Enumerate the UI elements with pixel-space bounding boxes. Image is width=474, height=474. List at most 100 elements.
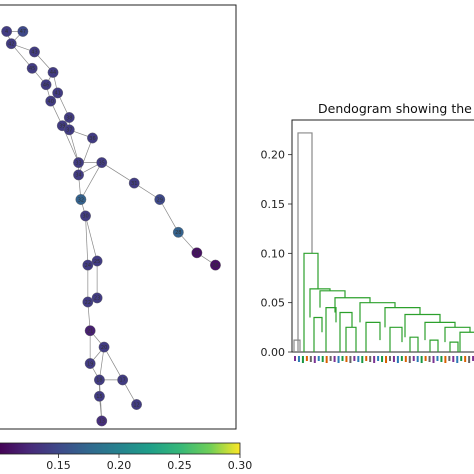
colorbar: 0.15 0.20 0.25 0.30 <box>0 442 252 472</box>
network-node: 20 <box>98 341 110 353</box>
network-edge <box>159 199 179 233</box>
network-node: 31 <box>128 177 140 189</box>
dendrogram-link <box>339 311 353 352</box>
network-node-label: 27 <box>194 251 200 257</box>
dendrogram-leaf-mark <box>388 356 391 361</box>
dendrogram-leaf-mark <box>416 356 419 362</box>
colorbar-gradient <box>0 442 241 455</box>
dendrogram-link <box>429 339 439 352</box>
network-node-label: 22 <box>85 300 91 306</box>
dendrogram-leaf-mark <box>373 356 376 363</box>
dendrogram-leaf-mark <box>436 356 439 361</box>
network-node: 43 <box>29 46 40 58</box>
dendrogram-title: Dendogram showing the <box>318 101 472 116</box>
network-node-circle <box>210 259 221 271</box>
network-node: 44 <box>47 67 59 78</box>
dendrogram-link <box>444 326 471 343</box>
colorbar-ticks: 0.15 0.20 0.25 0.30 <box>46 454 252 472</box>
network-node-circle <box>117 374 129 386</box>
dendrogram-leaf-mark <box>337 356 340 363</box>
dendrogram-leaf-mark <box>325 356 328 363</box>
network-node-circle <box>87 132 98 144</box>
dendrogram-link <box>319 290 346 308</box>
network-node-circle <box>91 255 103 267</box>
dendrogram-leaf-mark <box>377 356 380 361</box>
dendrogram-link <box>303 252 319 352</box>
network-node-label: 35 <box>99 160 105 166</box>
network-node: 4 <box>1 26 13 37</box>
network-node-label: 21 <box>87 329 93 335</box>
network-node: 46 <box>40 79 52 91</box>
dendrogram-leaf-mark <box>349 356 352 363</box>
network-node-circle <box>75 194 87 205</box>
dendrogram-leaf-mark <box>404 356 407 362</box>
dendrogram-leaf-mark <box>333 356 336 362</box>
network-node: 30 <box>80 210 91 222</box>
network-node-label: 26 <box>212 263 218 269</box>
network-node-label: 31 <box>131 181 137 187</box>
dendrogram-leaf-mark <box>400 356 403 361</box>
dendrogram-leaf-mark <box>408 356 411 363</box>
network-node-label: 18 <box>96 378 102 384</box>
network-node: 28 <box>172 226 184 238</box>
network-node-circle <box>82 259 94 271</box>
dendrogram-leaf-mark <box>424 356 427 361</box>
network-edge <box>101 162 135 184</box>
network-node-label: 25 <box>94 259 100 265</box>
network-node: 12 <box>131 399 142 410</box>
dendrogram-leaf-mark <box>369 356 372 362</box>
network-node-label: 37 <box>66 128 72 134</box>
network-node-label: 39 <box>59 124 65 130</box>
network-node-label: 17 <box>119 378 125 384</box>
network-node: 23 <box>91 292 103 304</box>
dendrogram-y-ticks: 0.00 0.05 0.10 0.15 0.20 <box>261 149 292 359</box>
network-node-circle <box>40 79 52 91</box>
dendrogram-leaf-mark <box>464 356 467 362</box>
network-node: 45 <box>26 62 38 74</box>
network-node-circle <box>94 390 105 402</box>
network-node-label: 43 <box>31 50 37 56</box>
dendrogram-leaf-mark <box>305 356 308 361</box>
dendrogram-leaf-mark <box>381 356 384 362</box>
network-node-circle <box>73 157 84 169</box>
dendrogram-y-tick-label: 0.20 <box>261 149 286 162</box>
network-node-label: 4 <box>5 29 8 35</box>
network-node: 13 <box>96 415 108 427</box>
dendrogram-leaf-mark <box>309 356 312 362</box>
network-axes-frame <box>0 4 237 430</box>
network-node-label: 36 <box>89 136 95 142</box>
network-edge <box>80 162 103 200</box>
network-node-label: 19 <box>87 361 93 367</box>
network-node-circle <box>29 46 40 58</box>
dendrogram-link <box>365 321 381 352</box>
dendrogram-leaf-mark <box>396 356 399 363</box>
network-node-circle <box>84 358 96 369</box>
network-node-label: 29 <box>157 197 163 203</box>
network-node-label: 24 <box>85 263 91 269</box>
network-node: 42 <box>5 38 17 50</box>
network-node-circle <box>63 124 75 136</box>
dendrogram-link <box>293 339 301 352</box>
dendrogram-link <box>404 313 441 338</box>
network-node: 47 <box>17 26 29 37</box>
network-node-label: 41 <box>54 91 60 97</box>
network-node: 15 <box>94 390 105 402</box>
network-edge <box>68 129 79 163</box>
network-node: 25 <box>91 255 103 267</box>
dendrogram-leaf-mark <box>420 356 423 363</box>
network-node: 21 <box>84 325 96 337</box>
network-node-circle <box>47 67 59 78</box>
dendrogram-leaf-mark <box>448 356 451 361</box>
dendrogram-leaf-mark <box>440 356 443 362</box>
dendrogram-panel: Dendogram showing the 0.000.050.100.150.… <box>261 101 474 363</box>
dendrogram-leaf-mark <box>341 356 344 361</box>
dendrogram-leaf-mark <box>365 356 368 361</box>
dendrogram-leaf-mark <box>313 356 316 363</box>
dendrogram-leaf-mark <box>361 356 364 363</box>
network-node-circle <box>63 112 75 123</box>
network-node-label: 30 <box>82 214 88 220</box>
network-node-label: 40 <box>48 99 54 105</box>
network-node-circle <box>17 26 29 37</box>
network-node: 38 <box>63 112 75 123</box>
